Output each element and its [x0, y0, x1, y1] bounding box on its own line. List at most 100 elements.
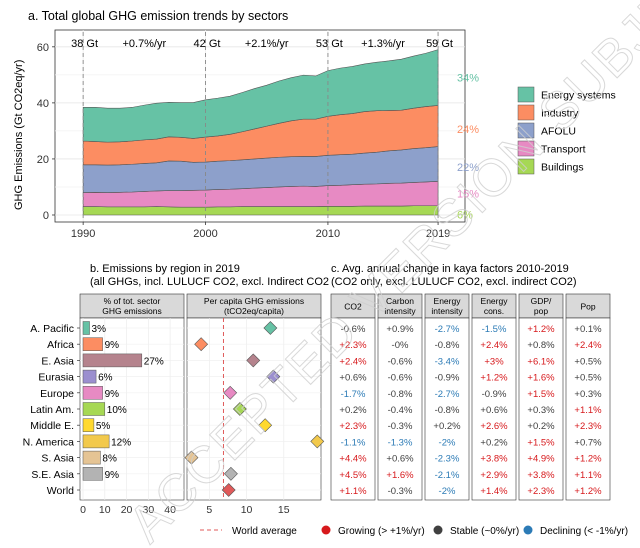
bar-value-s-asia: 8%	[102, 454, 117, 465]
declining-legend-dot	[523, 525, 533, 535]
kaya-cell: +4.9%	[527, 454, 555, 465]
kaya-cell: +1.4%	[480, 486, 508, 497]
legend-swatch-transport	[517, 140, 535, 157]
column-header-carbon-intensity	[377, 293, 423, 319]
y-tick-label: 40	[37, 98, 49, 110]
legend-label-transport: Transport	[541, 144, 586, 156]
point-n-america	[310, 434, 325, 449]
bottom-legend: World average Growing (> +1%/yr) Stable …	[200, 525, 628, 537]
point-europe	[223, 385, 238, 400]
kaya-cell: +2.3%	[339, 340, 367, 351]
kaya-cell: -2%	[439, 486, 456, 497]
kaya-cell: -1.5%	[482, 324, 507, 335]
panel-b-scatter-points	[184, 321, 325, 497]
legend-label-buildings: Buildings	[541, 162, 584, 174]
bar-latin-am	[82, 402, 106, 416]
column-header-energy-cons	[471, 293, 517, 319]
kaya-cell: +0.2%	[433, 421, 461, 432]
bar-x-tick-label: 10	[99, 504, 111, 516]
panel-b-subtitle: (all GHGs, incl. LULUCF CO2, excl. Indir…	[90, 276, 329, 288]
bar-e-asia	[82, 353, 143, 368]
legend-label-energy-systems: Energy systems	[541, 90, 616, 102]
kaya-cell: +2.3%	[574, 421, 602, 432]
point-latin-am	[232, 402, 247, 416]
legend-swatch-energy-systems	[517, 86, 535, 103]
panel-c-table: CO2 -0.6% +2.3% +2.4% +0.6% -1.7% +0.2% +2.3% -1…	[330, 293, 611, 501]
bar-x-tick-label: 20	[121, 504, 133, 516]
kaya-cell: +1.5%	[527, 389, 555, 400]
point-africa	[194, 337, 209, 352]
panel-b: b. Emissions by region in 2019 (all GHGs…	[23, 263, 329, 516]
stable-legend-label: Stable (~0%/yr)	[450, 526, 519, 537]
kaya-cell: +2.4%	[480, 340, 508, 351]
reference-total-2010: 53 Gt	[316, 38, 343, 50]
bar-x-tick-label: 40	[164, 504, 176, 516]
panel-b-region-labels: A. Pacific Africa E. Asia Eurasia Europe Lati…	[23, 323, 80, 497]
panel-b-bar-facet-strip	[79, 293, 185, 319]
bar-x-tick-label: 0	[80, 504, 86, 516]
x-tick-label: 1990	[71, 228, 95, 240]
kaya-cell: -2.1%	[435, 470, 460, 481]
kaya-cell: +0.1%	[574, 324, 602, 335]
kaya-cell: +6.1%	[527, 356, 555, 367]
column-body-co2	[330, 317, 376, 501]
stable-legend-dot	[433, 525, 443, 535]
kaya-cell: -2.7%	[435, 324, 460, 335]
kaya-cell: +1.1%	[574, 405, 602, 416]
panel-c: c. Avg. annual change in kaya factors 20…	[330, 263, 611, 501]
kaya-cell: -0.8%	[435, 405, 460, 416]
bar-n-america	[82, 434, 110, 449]
panel-a-title: a. Total global GHG emission trends by s…	[28, 9, 288, 23]
kaya-cell: +0.8%	[527, 340, 555, 351]
world-average-legend-label: World average	[232, 526, 297, 537]
kaya-cell: +3.8%	[527, 470, 555, 481]
growth-rate-1990-2000: +0.7%/yr	[122, 38, 166, 50]
point-e-asia	[246, 353, 261, 368]
scatter-x-tick-label: 10	[241, 504, 253, 516]
region-label-s-asia: S. Asia	[41, 453, 74, 465]
kaya-cell: +2.4%	[339, 356, 367, 367]
bar-eurasia	[82, 369, 97, 384]
kaya-cell: +0.5%	[574, 373, 602, 384]
kaya-cell: +0.2%	[480, 437, 508, 448]
kaya-cell: -2.3%	[435, 454, 460, 465]
kaya-cell: -0.9%	[435, 373, 460, 384]
point-world	[221, 483, 236, 497]
x-tick-label: 2000	[193, 228, 217, 240]
kaya-cell: +0.3%	[527, 405, 555, 416]
kaya-cell: -0.6%	[388, 373, 413, 384]
bar-value-e-asia: 27%	[144, 356, 164, 367]
kaya-cell: -0%	[392, 340, 409, 351]
kaya-cell: +2.3%	[339, 421, 367, 432]
kaya-cell: +0.2%	[527, 421, 555, 432]
panel-b-bar-facet-label: % of tot. sector	[104, 296, 161, 306]
kaya-cell: -0.3%	[388, 421, 413, 432]
kaya-cell: +1.6%	[386, 470, 414, 481]
column-header-label: CO2	[344, 302, 362, 312]
point-eurasia	[266, 369, 281, 384]
x-tick-label: 2019	[426, 228, 450, 240]
panel-b-bar-x-ticks: 0 10 20 30 40	[80, 504, 176, 516]
point-s-asia	[184, 450, 199, 465]
region-label-s-e-asia: S.E. Asia	[31, 469, 74, 481]
panel-a-x-ticks: 1990 2000 2010 2019	[71, 222, 450, 240]
region-label-middle-e: Middle E.	[30, 420, 74, 432]
kaya-cell: +1.1%	[574, 470, 602, 481]
column-header-gdp-pop	[518, 293, 564, 319]
bar-s-asia	[82, 450, 101, 465]
reference-total-1990: 38 Gt	[71, 38, 98, 50]
growing-legend-dot	[321, 525, 331, 535]
kaya-cell: +0.2%	[339, 405, 367, 416]
panel-c-subtitle: (CO2 only, excl. LULUCF CO2, excl. indir…	[331, 276, 577, 288]
kaya-cell: +3%	[484, 356, 504, 367]
panel-b-scatter-x-ticks: 5 10 15	[206, 504, 289, 516]
panel-b-scatter-facet-label: Per capita GHG emissions	[204, 296, 304, 306]
bar-africa	[82, 337, 103, 351]
declining-legend-label: Declining (< -1%/yr)	[540, 526, 628, 537]
column-header-label: intensity	[384, 306, 416, 316]
kaya-cell: +0.3%	[574, 389, 602, 400]
growth-rate-2010-2019: +1.3%/yr	[361, 38, 405, 50]
column-header-label: pop	[534, 306, 548, 316]
kaya-cell: +0.7%	[574, 437, 602, 448]
share-label-industry: 24%	[457, 124, 479, 136]
